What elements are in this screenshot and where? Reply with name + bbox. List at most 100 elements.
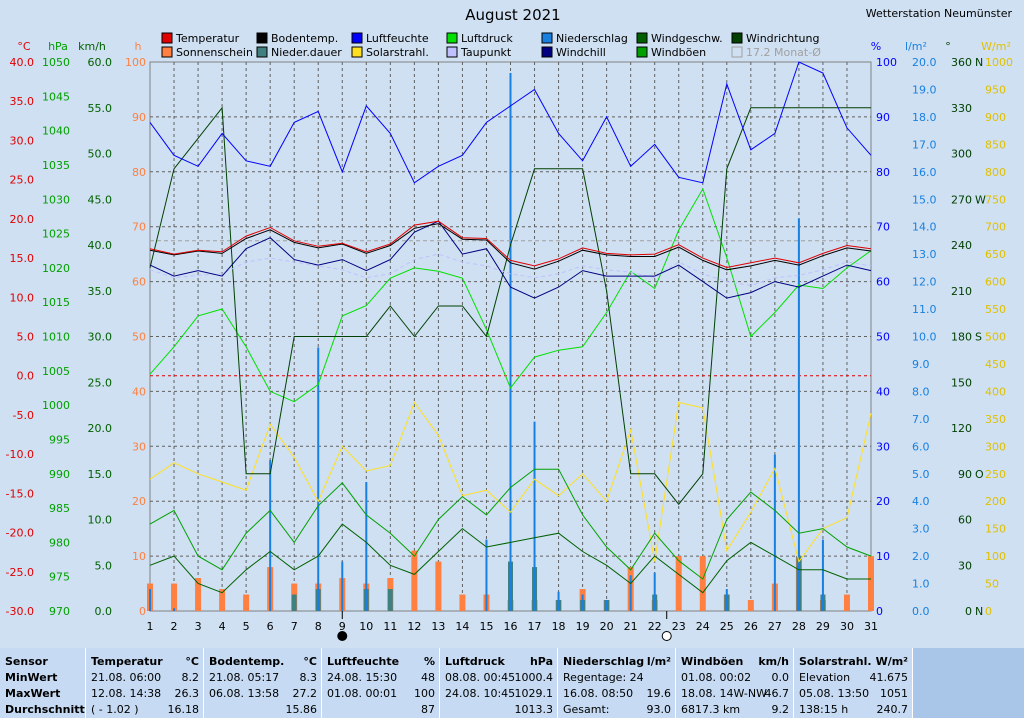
rain-tick-label: 9.0 (912, 358, 930, 371)
solar-tick-label: 950 (985, 83, 1006, 96)
pressure-tick-label: 970 (49, 605, 70, 618)
direction-compass-label: S (975, 331, 982, 344)
humidity-tick-label: 40 (876, 385, 890, 398)
legend-label: Solarstrahl. (366, 46, 429, 59)
stat-row-label: 01.08. 00:01 (327, 687, 398, 700)
stat-row-label: 24.08. 15:30 (327, 671, 398, 684)
stat-row: Gesamt: 93.0 (563, 702, 671, 718)
axis-title: % (871, 40, 881, 53)
direction-compass-label: W (975, 193, 986, 206)
stat-row: Durchschnitt (5, 702, 85, 718)
pressure-tick-label: 975 (49, 571, 70, 584)
x-tick-label: 6 (267, 620, 274, 633)
direction-tick-label: 360 (951, 56, 972, 69)
solar-tick-label: 250 (985, 468, 1006, 481)
rain-tick-label: 11.0 (912, 303, 937, 316)
temp-tick-label: -10.0 (6, 448, 34, 461)
stat-header: Bodentemp. °C (209, 654, 317, 670)
precipitation-bar (581, 594, 584, 611)
legend-label: Luftdruck (461, 32, 513, 45)
stat-row-value: 46.7 (764, 687, 790, 700)
x-tick-label: 25 (720, 620, 734, 633)
wind-tick-label: 0.0 (95, 605, 113, 618)
stat-row: 15.86 (209, 702, 318, 718)
pressure-tick-label: 985 (49, 502, 70, 515)
x-tick-label: 31 (864, 620, 878, 633)
rain-tick-label: 17.0 (912, 138, 937, 151)
stat-row: 01.08. 00:01 100 (327, 686, 435, 702)
solar-tick-label: 700 (985, 221, 1006, 234)
hours-tick-label: 50 (132, 331, 146, 344)
solar-tick-label: 150 (985, 523, 1006, 536)
stat-title: Temperatur (91, 655, 163, 668)
solar-tick-label: 650 (985, 248, 1006, 261)
rain-tick-label: 14.0 (912, 221, 937, 234)
x-tick-label: 19 (576, 620, 590, 633)
rain-tick-label: 13.0 (912, 248, 937, 261)
stat-row: 24.08. 10:45 1029.1 (445, 686, 553, 702)
hours-tick-label: 30 (132, 440, 146, 453)
stat-row: 1013.3 (445, 702, 554, 718)
stat-row-label: MaxWert (5, 687, 61, 700)
stat-row-value: 8.2 (181, 671, 200, 684)
stat-unit: km/h (758, 655, 789, 668)
stat-row-label: Durchschnitt (5, 703, 85, 716)
x-tick-label: 7 (291, 620, 298, 633)
stat-row-value: 87 (421, 703, 435, 716)
chart-title: August 2021 (465, 6, 560, 24)
legend-swatch (446, 46, 458, 58)
sunshine-bar (699, 556, 706, 611)
series-line (149, 220, 872, 299)
stat-row-value: 0.0 (771, 671, 790, 684)
direction-tick-label: 90 (958, 468, 972, 481)
weather-chart: August 2021 Wetterstation Neumünster Tem… (5, 6, 1013, 641)
pressure-tick-label: 1005 (42, 365, 70, 378)
x-tick-label: 9 (339, 620, 346, 633)
stat-row: 12.08. 14:38 26.3 (91, 686, 199, 702)
temp-tick-label: 30.0 (10, 134, 35, 147)
stat-row-label: 21.08. 05:17 (209, 671, 280, 684)
stat-row: 21.08. 05:17 8.3 (209, 670, 317, 686)
precipitation-bar (533, 421, 536, 611)
x-tick-label: 22 (648, 620, 662, 633)
legend-label: Sonnenschein (176, 46, 253, 59)
stat-unit: % (423, 655, 435, 668)
x-tick-label: 8 (315, 620, 322, 633)
solar-tick-label: 100 (985, 550, 1006, 563)
stat-header: Temperatur °C (91, 654, 199, 670)
temp-tick-label: 10.0 (10, 291, 35, 304)
hours-tick-label: 70 (132, 221, 146, 234)
direction-tick-label: 150 (951, 376, 972, 389)
stat-row-value: 48 (421, 671, 435, 684)
stat-row: 05.08. 13:50 1051 (799, 686, 908, 702)
stat-row-label: 08.08. 00:45 (445, 671, 516, 684)
x-tick-label: 20 (600, 620, 614, 633)
x-tick-label: 16 (504, 620, 518, 633)
wind-tick-label: 40.0 (88, 239, 113, 252)
series-line (149, 220, 872, 269)
humidity-tick-label: 90 (876, 111, 890, 124)
legend-label: Taupunkt (460, 46, 512, 59)
stat-unit: hPa (529, 655, 553, 668)
legend-swatch (161, 32, 173, 44)
stat-row: 138:15 h 240.7 (799, 702, 908, 718)
stat-row-label: 18.08. 14W-NW (681, 687, 767, 700)
solar-tick-label: 850 (985, 138, 1006, 151)
precipitation-bar (269, 460, 272, 611)
precipitation-bar (317, 347, 320, 611)
hours-tick-label: 80 (132, 166, 146, 179)
legend-swatch (636, 46, 648, 58)
pressure-tick-label: 1045 (42, 90, 70, 103)
x-tick-label: 21 (624, 620, 638, 633)
x-tick-label: 18 (552, 620, 566, 633)
new-moon-icon (337, 631, 348, 641)
stat-row: 18.08. 14W-NW 46.7 (681, 686, 789, 702)
hours-tick-label: 90 (132, 111, 146, 124)
temp-tick-label: -20.0 (6, 527, 34, 540)
sunshine-bar (675, 556, 682, 611)
precipitation-bar (173, 608, 176, 611)
stat-row: 16.08. 08:50 19.6 (563, 686, 671, 702)
pressure-tick-label: 1000 (42, 399, 70, 412)
sunshine-bar (868, 556, 874, 611)
